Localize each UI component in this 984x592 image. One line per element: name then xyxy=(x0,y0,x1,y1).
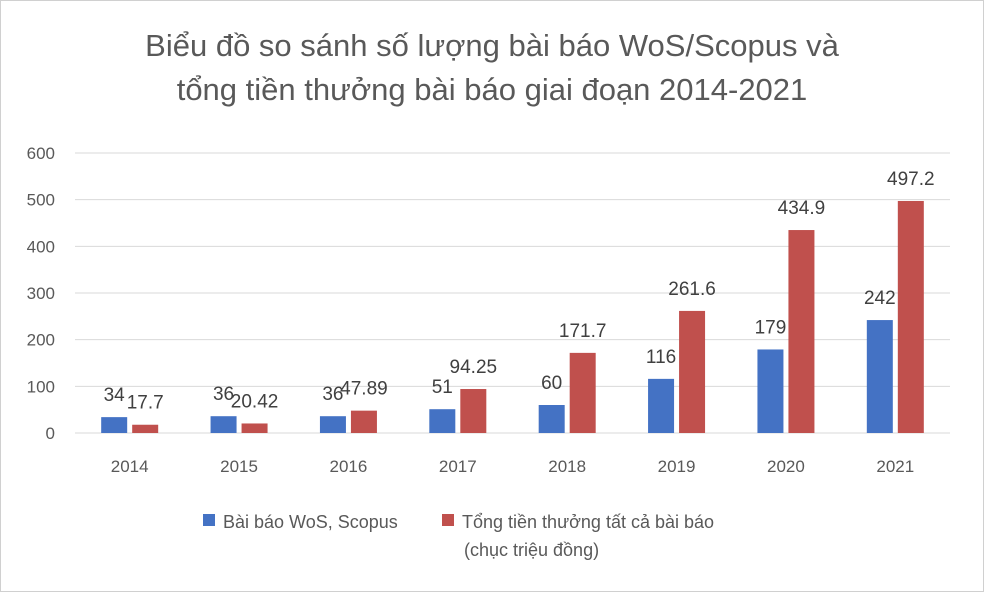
data-label-series-2-2021: 497.2 xyxy=(887,169,935,190)
legend-item-series-2: Tổng tiền thưởng tất cả bài báo (chục tr… xyxy=(442,508,714,564)
data-label-series-1-2016: 36 xyxy=(322,384,343,405)
legend-label-series-1: Bài báo WoS, Scopus xyxy=(223,512,398,532)
chart-title-line-1: Biểu đồ so sánh số lượng bài báo WoS/Sco… xyxy=(145,28,839,63)
bar-series-2-2015 xyxy=(241,423,268,433)
y-tick-label: 300 xyxy=(27,284,55,303)
x-tick-label-2017: 2017 xyxy=(439,457,477,476)
bar-series-1-2019 xyxy=(648,378,675,433)
data-label-series-2-2018: 171.7 xyxy=(559,321,607,342)
bar-series-1-2020 xyxy=(757,349,784,433)
y-tick-label: 500 xyxy=(27,191,55,210)
data-label-series-2-2015: 20.42 xyxy=(231,391,279,412)
x-tick-label-2015: 2015 xyxy=(220,457,258,476)
chart-title-line-2: tổng tiền thưởng bài báo giai đoạn 2014-… xyxy=(176,72,808,107)
data-label-series-2-2019: 261.6 xyxy=(668,279,716,300)
data-label-series-2-2017: 94.25 xyxy=(450,357,498,378)
data-label-series-2-2020: 434.9 xyxy=(778,198,826,219)
data-label-series-1-2020: 179 xyxy=(755,317,787,338)
y-tick-label: 100 xyxy=(27,377,55,396)
bar-series-1-2018 xyxy=(538,405,565,433)
legend-item-series-1: Bài báo WoS, Scopus xyxy=(203,508,398,536)
bar-series-2-2020 xyxy=(788,230,815,433)
x-tick-label-2021: 2021 xyxy=(876,457,914,476)
x-tick-label-2014: 2014 xyxy=(111,457,149,476)
bar-series-2-2019 xyxy=(679,310,706,433)
data-label-series-1-2015: 36 xyxy=(213,384,234,405)
data-label-series-1-2021: 242 xyxy=(864,288,896,309)
legend-swatch-series-1 xyxy=(203,514,215,526)
bar-series-2-2017 xyxy=(460,389,487,433)
bar-series-2-2016 xyxy=(350,410,377,433)
x-tick-label-2020: 2020 xyxy=(767,457,805,476)
data-label-series-1-2017: 51 xyxy=(432,377,453,398)
legend-label-series-2-line-1: Tổng tiền thưởng tất cả bài báo xyxy=(462,512,715,532)
legend-swatch-series-2 xyxy=(442,514,454,526)
bar-series-1-2014 xyxy=(101,417,128,433)
bar-series-1-2021 xyxy=(866,320,893,433)
bar-series-1-2017 xyxy=(429,409,456,433)
legend-label-series-2-line-2: (chục triệu đồng) xyxy=(464,540,600,560)
y-tick-label: 600 xyxy=(27,144,55,163)
data-label-series-1-2018: 60 xyxy=(541,373,562,394)
y-tick-label: 0 xyxy=(46,424,55,443)
data-label-series-2-2014: 17.7 xyxy=(127,393,164,414)
x-tick-label-2019: 2019 xyxy=(658,457,696,476)
bar-series-1-2016 xyxy=(319,416,346,433)
bar-series-2-2014 xyxy=(132,424,159,433)
y-tick-label: 200 xyxy=(27,331,55,350)
chart-title: Biểu đồ so sánh số lượng bài báo WoS/Sco… xyxy=(0,24,984,112)
bar-series-1-2015 xyxy=(210,416,237,433)
data-label-series-1-2019: 116 xyxy=(646,347,676,368)
bar-series-2-2018 xyxy=(569,352,596,433)
x-tick-label-2018: 2018 xyxy=(548,457,586,476)
data-label-series-1-2014: 34 xyxy=(104,385,126,406)
x-tick-label-2016: 2016 xyxy=(330,457,368,476)
data-label-series-2-2016: 47.89 xyxy=(340,379,388,400)
bar-series-2-2021 xyxy=(897,200,924,433)
y-tick-label: 400 xyxy=(27,237,55,256)
